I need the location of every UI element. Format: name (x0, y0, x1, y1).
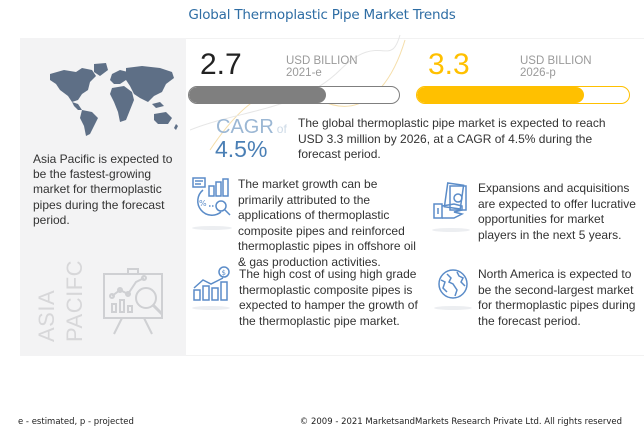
market-bar-2021 (188, 86, 400, 104)
growth-dollar-chart-icon: $ (193, 266, 230, 301)
asia-pacific-panel: Asia Pacific is expected to be the faste… (20, 38, 186, 356)
copyright: © 2009 - 2021 MarketsandMarkets Research… (299, 417, 622, 427)
market-year-2026: 2026-p (520, 67, 556, 79)
fact-expansions: Expansions and acquisitions are expected… (478, 181, 636, 242)
analytics-percent-icon: % (192, 177, 231, 216)
svg-text:%: % (199, 199, 207, 208)
cagr-label-text: CAGR (216, 116, 274, 138)
fact-high-cost: The high cost of using high grade thermo… (239, 267, 418, 328)
svg-text:$: $ (222, 269, 226, 277)
world-map-icon (50, 63, 178, 136)
market-unit-2026: USD BILLION (520, 55, 592, 67)
asia-pacific-description: Asia Pacific is expected to be the faste… (33, 152, 173, 227)
icon-shadow (192, 226, 232, 230)
icon-shadow (192, 306, 230, 310)
vertical-label-pacific: PACIFC (62, 259, 87, 342)
globe-icon (438, 269, 468, 299)
market-value-2021-number: 2.7 (200, 48, 242, 81)
market-value-2026: 3.3 (428, 50, 470, 80)
page-title: Global Thermoplastic Pipe Market Trends (188, 7, 456, 23)
market-bar-2026-fill (417, 87, 585, 103)
presentation-analytics-icon (103, 268, 164, 335)
fact-north-america: North America is expected to be the seco… (478, 267, 636, 328)
market-bar-2026 (416, 86, 630, 104)
market-value-2021: 2.7 (200, 50, 242, 80)
cagr-description: The global thermoplastic pipe market is … (298, 116, 606, 162)
market-year-2021: 2021-e (286, 67, 322, 79)
market-value-2026-number: 3.3 (428, 48, 470, 81)
market-unit-2021: USD BILLION (286, 55, 358, 67)
footnote: e - estimated, p - projected (18, 417, 134, 427)
vertical-label-asia: ASIA (34, 289, 59, 342)
cagr-value: 4.5% (215, 136, 268, 162)
hand-money-icon (433, 182, 467, 219)
icon-shadow (432, 228, 470, 232)
market-bar-2021-fill (189, 87, 326, 103)
icon-shadow (434, 306, 472, 310)
fact-market-growth: The market growth can be primarily attri… (238, 177, 416, 269)
cagr-label: CAGR of (216, 117, 287, 139)
cagr-of-text: of (276, 122, 287, 136)
